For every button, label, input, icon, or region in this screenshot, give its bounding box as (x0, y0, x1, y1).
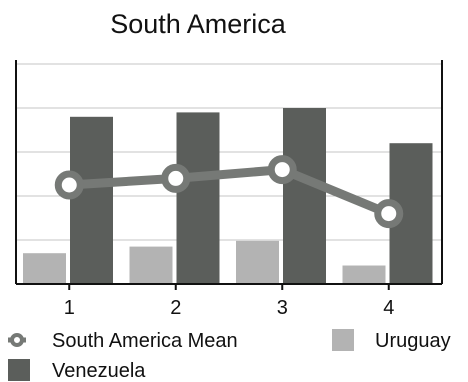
mean-marker-3 (271, 159, 293, 181)
x-tick-label: 4 (383, 297, 394, 319)
x-tick-label: 1 (64, 297, 75, 319)
bar-uruguay-3 (236, 241, 279, 284)
bar-venezuela-1 (70, 117, 113, 284)
legend-label-uruguay: Uruguay (375, 330, 451, 352)
legend-swatch-uruguay (332, 329, 354, 351)
mean-line (69, 170, 389, 214)
mean-marker-4 (378, 203, 400, 225)
bar-uruguay-2 (130, 247, 173, 284)
mean-marker-1 (58, 174, 80, 196)
x-tick-labels: 1 2 3 4 (64, 284, 395, 319)
chart-title: South America (110, 9, 287, 39)
legend: South America Mean Uruguay Venezuela (8, 329, 451, 382)
bar-venezuela-2 (177, 112, 220, 284)
legend-swatch-venezuela (8, 359, 30, 381)
x-tick-label: 2 (170, 297, 181, 319)
legend-label-mean: South America Mean (52, 330, 238, 352)
legend-swatch-marker (12, 335, 22, 345)
x-tick-label: 3 (277, 297, 288, 319)
legend-label-venezuela: Venezuela (52, 360, 146, 382)
mean-marker-2 (165, 167, 187, 189)
bar-uruguay-1 (23, 253, 66, 284)
bar-uruguay-4 (343, 266, 386, 284)
bar-venezuela-3 (283, 108, 326, 284)
